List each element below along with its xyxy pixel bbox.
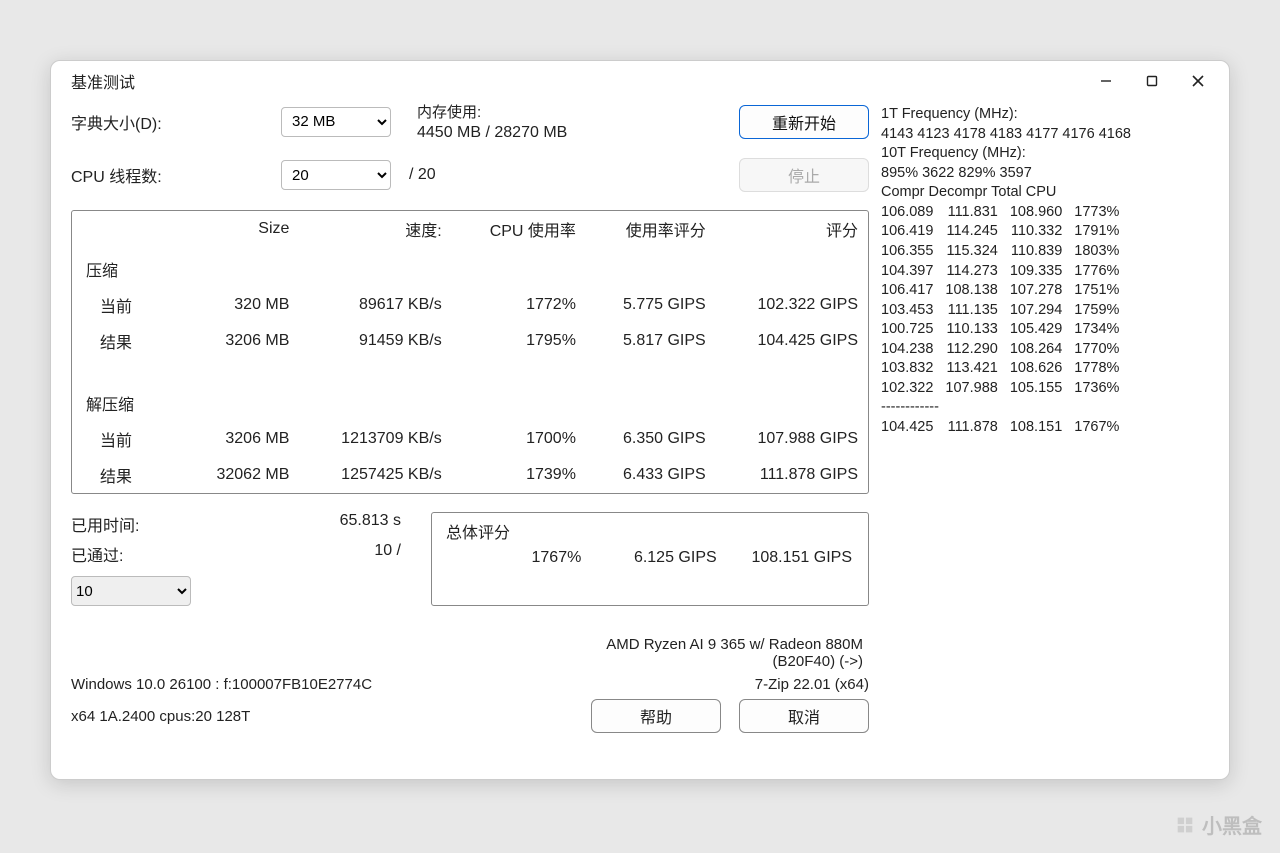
- log-row: 103.832113.421108.6261778%: [881, 359, 1125, 379]
- minimize-button[interactable]: [1083, 65, 1129, 97]
- cancel-button[interactable]: 取消: [739, 699, 869, 733]
- zip-version: 7-Zip 22.01 (x64): [755, 676, 869, 693]
- section-decompress: 解压缩: [72, 381, 868, 421]
- dict-size-label: 字典大小(D):: [71, 110, 281, 134]
- overall-ru: 6.125 GIPS: [581, 549, 716, 567]
- section-compress: 压缩: [72, 247, 868, 287]
- log-row: 102.322107.988105.1551736%: [881, 379, 1125, 399]
- log-average-row: 104.425111.878108.1511767%: [881, 418, 1125, 438]
- threads-select[interactable]: 20: [281, 160, 391, 190]
- maximize-button[interactable]: [1129, 65, 1175, 97]
- passed-value: 10 /: [211, 542, 431, 566]
- dict-size-select[interactable]: 32 MB: [281, 107, 391, 137]
- col-speed: 速度:: [299, 211, 451, 247]
- results-box: Size 速度: CPU 使用率 使用率评分 评分 压缩 当前 320 MB 8…: [71, 210, 869, 494]
- compress-result-row: 结果 3206 MB 91459 KB/s 1795% 5.817 GIPS 1…: [72, 323, 868, 364]
- log-row: 106.417108.138107.2781751%: [881, 281, 1125, 301]
- results-header-row: Size 速度: CPU 使用率 使用率评分 评分: [72, 211, 868, 247]
- log-row: 104.238112.290108.2641770%: [881, 340, 1125, 360]
- log-row: 106.089111.831108.9601773%: [881, 203, 1125, 223]
- titlebar: 基准测试: [51, 61, 1229, 101]
- freq-1t-label: 1T Frequency (MHz):: [881, 105, 1209, 125]
- log-row: 106.419114.245110.3321791%: [881, 222, 1125, 242]
- log-panel: 1T Frequency (MHz): 4143 4123 4178 4183 …: [881, 101, 1209, 765]
- window-title: 基准测试: [71, 69, 135, 93]
- threads-label: CPU 线程数:: [71, 163, 281, 187]
- freq-10t-values: 895% 3622 829% 3597: [881, 164, 1209, 184]
- cpu-code: (B20F40) (->): [71, 653, 863, 670]
- cpu-name: AMD Ryzen AI 9 365 w/ Radeon 880M: [71, 636, 863, 653]
- passed-label: 已通过:: [71, 542, 211, 566]
- log-row: 100.725110.133105.4291734%: [881, 320, 1125, 340]
- arch-info: x64 1A.2400 cpus:20 128T: [71, 708, 250, 725]
- help-button[interactable]: 帮助: [591, 699, 721, 733]
- freq-1t-values: 4143 4123 4178 4183 4177 4176 4168: [881, 125, 1209, 145]
- col-size: Size: [182, 211, 299, 247]
- freq-10t-label: 10T Frequency (MHz):: [881, 144, 1209, 164]
- restart-button[interactable]: 重新开始: [739, 105, 869, 139]
- overall-rating: 108.151 GIPS: [717, 549, 858, 567]
- close-button[interactable]: [1175, 65, 1221, 97]
- benchmark-window: 基准测试 字典大小(D): 32 MB 内存使用: 4450 MB /: [50, 60, 1230, 780]
- col-rating-usage: 使用率评分: [586, 211, 716, 247]
- elapsed-label: 已用时间:: [71, 512, 211, 536]
- log-header: Compr Decompr Total CPU: [881, 183, 1209, 203]
- col-rating: 评分: [716, 211, 868, 247]
- compress-current-row: 当前 320 MB 89617 KB/s 1772% 5.775 GIPS 10…: [72, 287, 868, 323]
- elapsed-value: 65.813 s: [211, 512, 431, 536]
- passes-select[interactable]: 10: [71, 576, 191, 606]
- overall-box: 总体评分 1767% 6.125 GIPS 108.151 GIPS: [431, 512, 869, 606]
- log-row: 106.355115.324110.8391803%: [881, 242, 1125, 262]
- memory-usage-value: 4450 MB / 28270 MB: [417, 124, 719, 142]
- stop-button: 停止: [739, 158, 869, 192]
- overall-title: 总体评分: [446, 519, 858, 543]
- watermark: 小黑盒: [1174, 810, 1262, 839]
- memory-usage-label: 内存使用:: [417, 101, 719, 122]
- threads-denominator: / 20: [401, 166, 719, 184]
- col-cpu: CPU 使用率: [452, 211, 586, 247]
- log-row: 104.397114.273109.3351776%: [881, 262, 1125, 282]
- os-info: Windows 10.0 26100 : f:100007FB10E2774C: [71, 676, 372, 693]
- log-row: 103.453111.135107.2941759%: [881, 301, 1125, 321]
- decompress-current-row: 当前 3206 MB 1213709 KB/s 1700% 6.350 GIPS…: [72, 421, 868, 457]
- decompress-result-row: 结果 32062 MB 1257425 KB/s 1739% 6.433 GIP…: [72, 457, 868, 493]
- overall-cpu: 1767%: [446, 549, 581, 567]
- log-table: 106.089111.831108.9601773%106.419114.245…: [881, 203, 1125, 438]
